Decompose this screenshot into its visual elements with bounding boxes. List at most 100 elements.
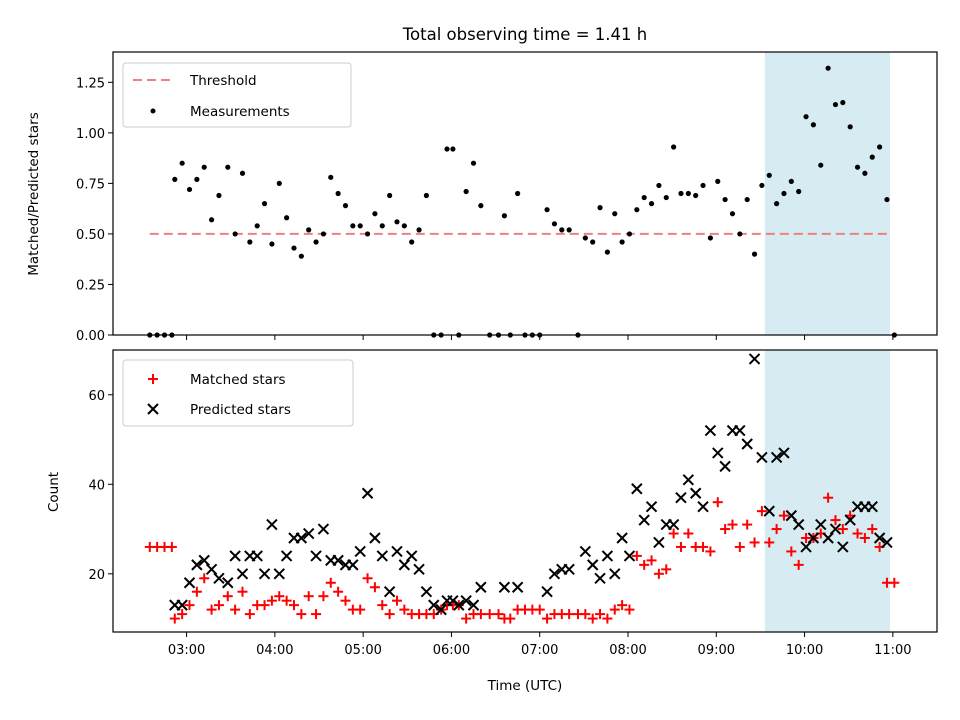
measurement-point bbox=[634, 207, 640, 213]
predicted-star-stroke bbox=[191, 559, 203, 571]
x-tick-label: 03:00 bbox=[168, 643, 205, 658]
predicted-star-point bbox=[756, 451, 768, 464]
predicted-star-stroke bbox=[541, 586, 553, 598]
measurement-point bbox=[342, 203, 349, 209]
predicted-star-point bbox=[770, 451, 783, 464]
predicted-star-stroke bbox=[413, 563, 425, 576]
measurement-point bbox=[877, 144, 883, 150]
predicted-star-point bbox=[638, 514, 650, 526]
predicted-star-point bbox=[258, 568, 271, 580]
predicted-star-point bbox=[763, 505, 775, 517]
measurement-point bbox=[722, 196, 728, 203]
matched-star-point bbox=[206, 604, 217, 615]
measurement-point bbox=[597, 205, 603, 211]
matched-star-point bbox=[281, 595, 292, 606]
matched-star-point bbox=[639, 559, 650, 570]
predicted-star-point bbox=[815, 518, 827, 531]
predicted-star-stroke bbox=[594, 572, 606, 584]
predicted-star-point bbox=[616, 532, 628, 544]
matched-star-point bbox=[712, 497, 723, 508]
predicted-star-point bbox=[236, 568, 249, 580]
predicted-star-stroke bbox=[354, 545, 366, 558]
predicted-star-point bbox=[631, 483, 643, 495]
matched-star-point bbox=[683, 528, 694, 539]
predicted-star-stroke bbox=[873, 532, 886, 544]
measurement-point bbox=[685, 190, 691, 197]
measurement-point bbox=[788, 178, 794, 184]
predicted-star-stroke bbox=[638, 514, 650, 526]
matched-star-point bbox=[259, 600, 270, 611]
x-tick-label: 05:00 bbox=[344, 643, 381, 658]
matched-star-point bbox=[169, 613, 180, 624]
predicted-star-point bbox=[511, 581, 524, 593]
legend-predicted-label: Predicted stars bbox=[190, 402, 291, 418]
measurement-point bbox=[803, 114, 809, 120]
predicted-star-stroke bbox=[785, 509, 798, 522]
measurement-point bbox=[394, 219, 400, 225]
measurement-point bbox=[291, 245, 297, 251]
x-tick-label: 04:00 bbox=[256, 643, 293, 658]
predicted-star-stroke bbox=[667, 518, 680, 531]
predicted-star-stroke bbox=[453, 599, 465, 611]
measurement-point bbox=[239, 170, 246, 176]
measurement-point bbox=[364, 231, 371, 237]
x-tick-label: 08:00 bbox=[609, 643, 646, 658]
measurement-point bbox=[737, 231, 743, 237]
predicted-star-stroke bbox=[712, 447, 724, 459]
predicted-star-stroke bbox=[229, 550, 241, 562]
predicted-star-stroke bbox=[273, 568, 285, 580]
predicted-star-point bbox=[273, 568, 285, 580]
predicted-star-stroke bbox=[689, 487, 702, 499]
measurement-point bbox=[744, 196, 750, 203]
bottom-legend-box bbox=[122, 359, 354, 427]
predicted-star-stroke bbox=[770, 451, 783, 464]
predicted-star-point bbox=[712, 447, 724, 459]
matched-star-point bbox=[318, 591, 329, 602]
measurement-point bbox=[247, 239, 253, 245]
measurement-point bbox=[387, 192, 393, 199]
measurement-point bbox=[179, 160, 185, 166]
measurement-point bbox=[678, 190, 684, 197]
predicted-star-point bbox=[361, 487, 374, 499]
matched-star-point bbox=[493, 609, 504, 620]
matched-star-point bbox=[333, 586, 344, 597]
predicted-star-stroke bbox=[475, 581, 487, 593]
predicted-star-point bbox=[541, 586, 553, 598]
predicted-star-stroke bbox=[807, 532, 820, 544]
predicted-star-point bbox=[251, 550, 263, 562]
predicted-star-stroke bbox=[222, 577, 234, 589]
predicted-star-stroke bbox=[778, 447, 790, 459]
predicted-star-stroke bbox=[183, 577, 196, 589]
matched-star-point bbox=[852, 528, 863, 539]
bottom-x-ticks: 03:00 04:00 05:00 06:00 07:00 08:00 09:00 10:00… bbox=[168, 632, 912, 658]
predicted-star-point bbox=[376, 550, 388, 562]
matched-star-point bbox=[311, 609, 322, 620]
predicted-star-stroke bbox=[317, 523, 330, 535]
measurement-point bbox=[501, 213, 507, 219]
predicted-star-stroke bbox=[645, 500, 658, 513]
measurement-point bbox=[463, 188, 469, 195]
predicted-star-stroke bbox=[579, 545, 592, 558]
measurement-point bbox=[869, 154, 875, 160]
matched-star-point bbox=[837, 524, 848, 535]
matched-star-point bbox=[609, 604, 620, 615]
matched-star-point bbox=[675, 541, 686, 552]
predicted-star-point bbox=[837, 541, 849, 553]
predicted-star-point bbox=[266, 518, 278, 531]
measurement-point bbox=[825, 65, 831, 71]
matched-star-point bbox=[617, 600, 628, 611]
measurement-point bbox=[328, 174, 334, 180]
bottom-legend: Matched stars Predicted stars bbox=[122, 359, 354, 427]
predicted-star-stroke bbox=[435, 603, 447, 616]
predicted-star-point bbox=[354, 545, 366, 558]
measurement-point bbox=[810, 122, 817, 128]
measurement-point bbox=[884, 196, 890, 203]
measurement-point bbox=[444, 146, 450, 152]
predicted-star-stroke bbox=[428, 599, 440, 611]
matched-star-point bbox=[859, 533, 870, 543]
predicted-star-stroke bbox=[616, 532, 628, 544]
measurement-point bbox=[357, 223, 363, 229]
matched-star-point bbox=[534, 604, 545, 615]
matched-star-point bbox=[288, 600, 299, 611]
predicted-star-stroke bbox=[176, 599, 188, 611]
